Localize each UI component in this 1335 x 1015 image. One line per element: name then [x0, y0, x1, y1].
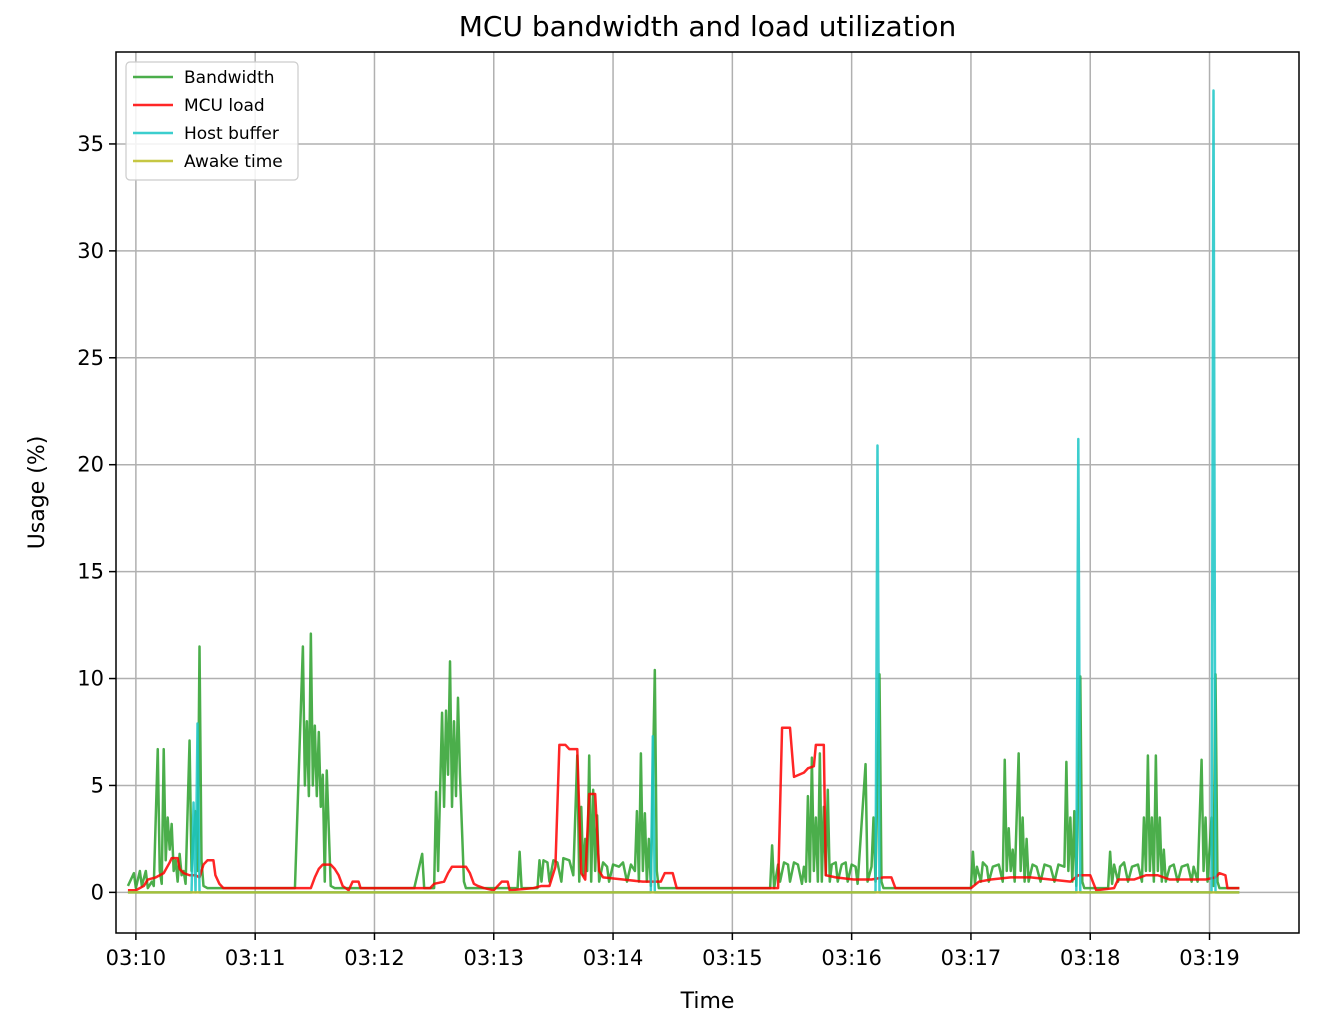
- x-tick-label: 03:19: [1179, 946, 1240, 970]
- y-axis-label: Usage (%): [25, 436, 50, 550]
- x-tick-label: 03:12: [344, 946, 405, 970]
- x-tick-label: 03:14: [583, 946, 644, 970]
- y-tick-label: 30: [77, 239, 104, 263]
- y-tick-label: 5: [91, 773, 104, 797]
- legend-label-bandwidth: Bandwidth: [184, 68, 275, 88]
- chart-title: MCU bandwidth and load utilization: [459, 10, 957, 43]
- x-tick-label: 03:15: [702, 946, 763, 970]
- y-tick-label: 10: [77, 667, 104, 691]
- y-tick-label: 20: [77, 453, 104, 477]
- x-tick-label: 03:13: [463, 946, 524, 970]
- x-tick-label: 03:16: [821, 946, 882, 970]
- ticks: 03:10 03:11 03:12 03:13 03:14 03:15 03:16 03:17…: [77, 132, 1240, 970]
- x-tick-label: 03:17: [941, 946, 1002, 970]
- x-axis-label: Time: [680, 989, 735, 1014]
- x-tick-label: 03:10: [106, 946, 167, 970]
- x-tick-label: 03:18: [1060, 946, 1121, 970]
- plot-frame: [115, 51, 1300, 934]
- series-line-mcu-load: [127, 726, 1240, 892]
- series-layer: [126, 89, 1240, 894]
- y-tick-label: 0: [91, 880, 104, 904]
- x-tick-label: 03:11: [225, 946, 286, 970]
- y-tick-label: 15: [77, 560, 104, 584]
- y-tick-label: 25: [77, 346, 104, 370]
- legend-label-host-buffer: Host buffer: [184, 124, 279, 144]
- legend: Bandwidth MCU load Host buffer Awake time: [125, 61, 299, 181]
- legend-label-mcu-load: MCU load: [184, 96, 265, 116]
- legend-label-awake-time: Awake time: [184, 152, 283, 172]
- y-tick-label: 35: [77, 132, 104, 156]
- legend-box: [125, 61, 299, 181]
